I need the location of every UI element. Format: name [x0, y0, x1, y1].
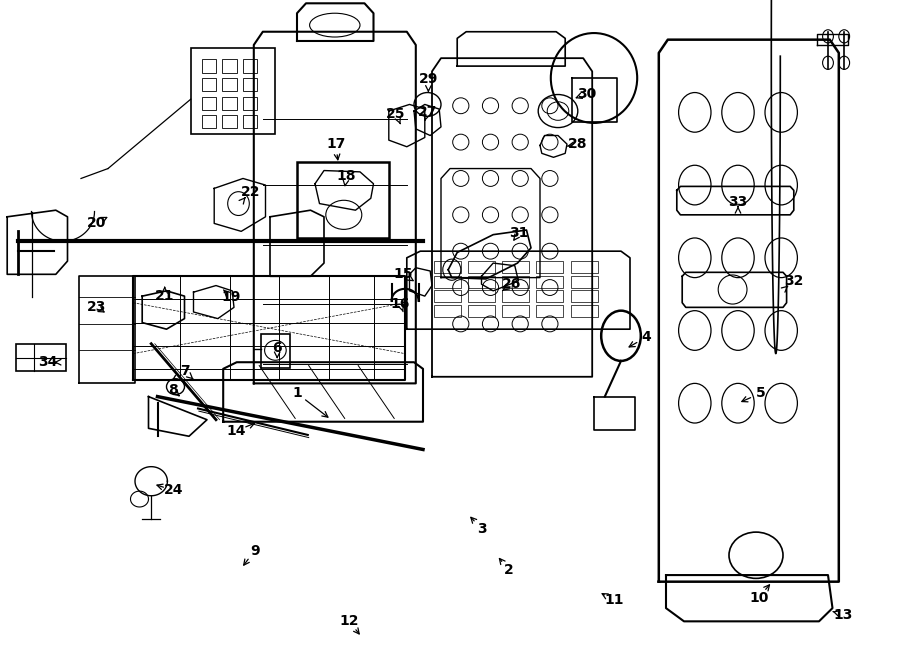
- Text: 25: 25: [386, 106, 406, 121]
- Bar: [243, 78, 257, 91]
- Bar: [202, 59, 216, 73]
- Bar: [468, 305, 495, 317]
- Text: 12: 12: [339, 614, 359, 629]
- Text: 33: 33: [728, 194, 748, 209]
- Bar: [243, 97, 257, 110]
- Text: 32: 32: [784, 274, 804, 288]
- Bar: [222, 115, 237, 128]
- Text: 21: 21: [155, 289, 175, 303]
- Bar: [571, 290, 598, 302]
- Text: 9: 9: [250, 543, 259, 558]
- Text: 29: 29: [418, 72, 438, 87]
- Text: 22: 22: [240, 184, 260, 199]
- Text: 18: 18: [337, 169, 356, 184]
- Bar: [571, 276, 598, 288]
- Text: 20: 20: [86, 215, 106, 230]
- Bar: [202, 97, 216, 110]
- Bar: [191, 48, 274, 134]
- Text: 26: 26: [501, 277, 521, 292]
- Bar: [536, 276, 563, 288]
- Bar: [243, 115, 257, 128]
- Text: 34: 34: [38, 355, 58, 369]
- Bar: [434, 261, 461, 273]
- Bar: [502, 290, 529, 302]
- Bar: [434, 290, 461, 302]
- Text: 11: 11: [604, 593, 624, 607]
- Bar: [468, 290, 495, 302]
- Bar: [434, 305, 461, 317]
- Bar: [16, 344, 66, 371]
- Text: 17: 17: [326, 137, 346, 151]
- Text: 10: 10: [749, 590, 769, 605]
- Text: 7: 7: [180, 364, 189, 379]
- Bar: [297, 162, 389, 238]
- Bar: [261, 334, 290, 368]
- Bar: [502, 261, 529, 273]
- Text: 5: 5: [756, 386, 765, 401]
- Bar: [468, 276, 495, 288]
- Bar: [222, 59, 237, 73]
- Text: 15: 15: [393, 267, 413, 282]
- Text: 14: 14: [226, 424, 246, 438]
- Text: 24: 24: [164, 483, 184, 498]
- Bar: [243, 59, 257, 73]
- Text: 23: 23: [86, 300, 106, 315]
- Bar: [536, 290, 563, 302]
- Text: 8: 8: [168, 383, 177, 397]
- Text: 3: 3: [477, 522, 486, 536]
- Bar: [502, 305, 529, 317]
- Text: 19: 19: [221, 290, 241, 305]
- Text: 13: 13: [833, 607, 853, 622]
- Text: 16: 16: [391, 297, 410, 311]
- Bar: [202, 115, 216, 128]
- Bar: [536, 305, 563, 317]
- Text: 4: 4: [642, 330, 651, 344]
- Bar: [571, 305, 598, 317]
- Bar: [536, 261, 563, 273]
- Text: 1: 1: [292, 386, 302, 401]
- Text: 27: 27: [418, 105, 437, 120]
- Text: 6: 6: [273, 341, 282, 356]
- Bar: [202, 78, 216, 91]
- Text: 28: 28: [568, 137, 588, 151]
- Text: 31: 31: [509, 225, 529, 240]
- Text: 2: 2: [504, 563, 513, 577]
- Bar: [434, 276, 461, 288]
- Bar: [222, 97, 237, 110]
- Bar: [222, 78, 237, 91]
- Bar: [571, 261, 598, 273]
- Text: 30: 30: [577, 87, 597, 101]
- Bar: [468, 261, 495, 273]
- Bar: [502, 276, 529, 288]
